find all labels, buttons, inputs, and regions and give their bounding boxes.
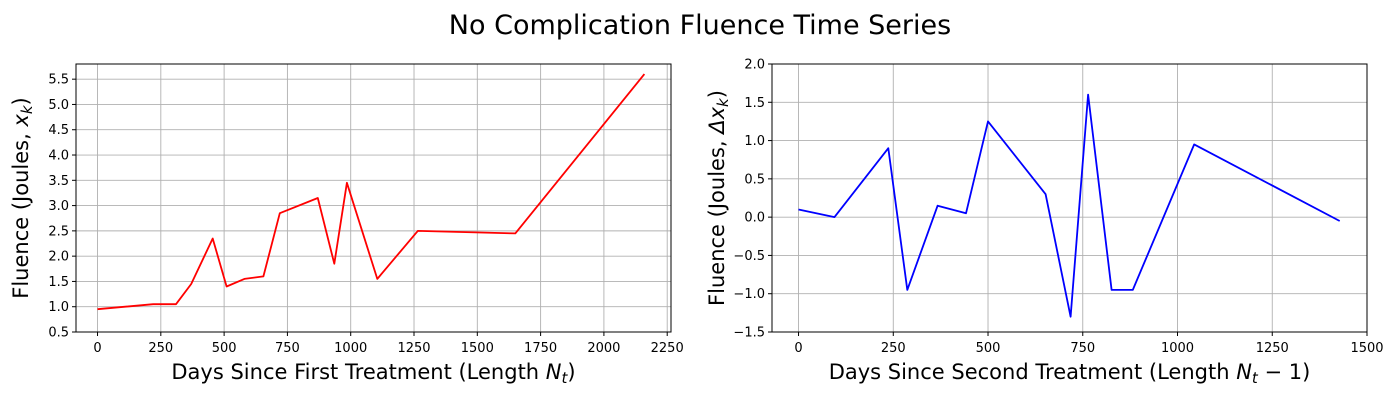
- x-tick-label: 1000: [334, 341, 367, 356]
- x-tick-label: 250: [881, 341, 906, 356]
- x-tick-label: 0: [794, 341, 802, 356]
- axes-frame: [75, 63, 672, 333]
- x-tick-label: 750: [275, 341, 300, 356]
- y-axis-label: Fluence (Joules, xk): [9, 97, 36, 299]
- chart-panel-1: 0 250 500 750 1000 1250 1500 1750 2000 2250 0.5 1.0…: [9, 63, 684, 387]
- y-tick-label: 2.5: [48, 224, 69, 239]
- y-tick-label: 0.0: [744, 211, 765, 226]
- y-tick-label: 1.5: [48, 275, 69, 290]
- x-tick-label: 1500: [1350, 341, 1383, 356]
- x-tick-label: 500: [976, 341, 1001, 356]
- y-tick-label: −1.0: [733, 287, 765, 302]
- y-tick-label: 0.5: [48, 326, 69, 341]
- y-tick-label: −0.5: [733, 249, 765, 264]
- x-tick-label: 250: [148, 341, 173, 356]
- y-tick-label: 0.5: [744, 172, 765, 187]
- y-tick-label: 3.0: [48, 199, 69, 214]
- y-axis-label: Fluence (Joules, Δxk): [705, 90, 732, 306]
- y-tick-label: 4.0: [48, 149, 69, 164]
- x-tick-label: 1250: [1256, 341, 1289, 356]
- axes-frame: [771, 63, 1368, 333]
- x-axis-label: Days Since Second Treatment (Length Nt −…: [829, 360, 1311, 387]
- series-line-1: [798, 93, 1341, 318]
- y-tick-label: 2.0: [744, 58, 765, 73]
- chart-panel-2: 0 250 500 750 1000 1250 1500 −1.5 −1.0 −0.5 0.0 0.5…: [705, 58, 1384, 388]
- x-tick-label: 500: [212, 341, 237, 356]
- series-line-1: [97, 73, 646, 311]
- y-tick-label: 1.0: [48, 300, 69, 315]
- y-tick-label: 5.0: [48, 98, 69, 113]
- x-tick-label: 1000: [1161, 341, 1194, 356]
- y-tick-label: −1.5: [733, 326, 765, 341]
- x-tick-label: 1250: [397, 341, 430, 356]
- y-tick-label: 5.5: [48, 73, 69, 88]
- x-tick-label: 1500: [461, 341, 494, 356]
- x-tick-label: 750: [1070, 341, 1095, 356]
- x-axis-label: Days Since First Treatment (Length Nt): [171, 360, 575, 387]
- x-tick-label: 1750: [524, 341, 557, 356]
- x-tick-label: 2250: [651, 341, 684, 356]
- x-tick-label: 2000: [587, 341, 620, 356]
- y-tick-label: 2.0: [48, 250, 69, 265]
- y-tick-label: 1.0: [744, 134, 765, 149]
- figure-title: No Complication Fluence Time Series: [448, 10, 952, 41]
- y-tick-label: 3.5: [48, 174, 69, 189]
- y-tick-label: 1.5: [744, 96, 765, 111]
- y-tick-label: 4.5: [48, 123, 69, 138]
- x-tick-label: 0: [93, 341, 101, 356]
